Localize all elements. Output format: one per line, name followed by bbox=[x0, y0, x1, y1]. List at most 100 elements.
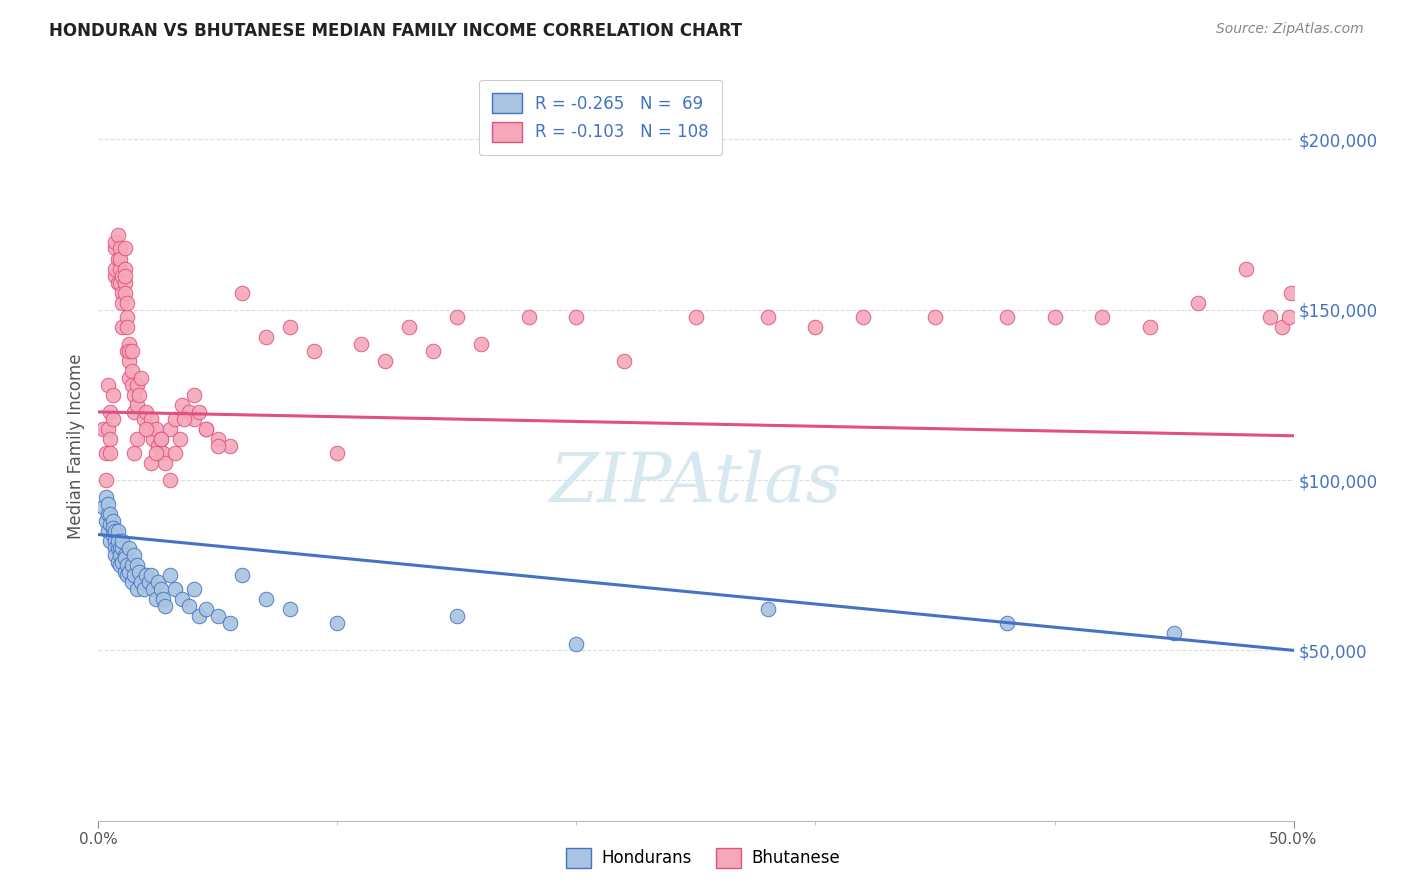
Point bbox=[111, 541, 134, 556]
Point bbox=[231, 568, 253, 582]
Point bbox=[183, 388, 205, 402]
Point bbox=[159, 473, 181, 487]
Point bbox=[685, 310, 707, 324]
Point bbox=[114, 285, 136, 300]
Point bbox=[148, 575, 170, 590]
Point bbox=[115, 343, 138, 358]
Point bbox=[104, 242, 127, 256]
Point bbox=[195, 422, 218, 436]
Point bbox=[108, 548, 131, 562]
Point bbox=[172, 592, 194, 607]
Point bbox=[163, 446, 186, 460]
Point bbox=[104, 235, 127, 249]
Point bbox=[139, 568, 162, 582]
Point bbox=[254, 330, 277, 344]
Point bbox=[91, 422, 114, 436]
Point bbox=[98, 534, 122, 549]
Point bbox=[97, 524, 120, 538]
Point bbox=[446, 609, 468, 624]
Point bbox=[101, 514, 124, 528]
Point bbox=[398, 319, 420, 334]
Point bbox=[121, 343, 143, 358]
Point bbox=[104, 524, 127, 538]
Point bbox=[1091, 310, 1114, 324]
Point bbox=[114, 551, 136, 566]
Point bbox=[135, 405, 157, 419]
Point bbox=[115, 568, 138, 582]
Point bbox=[173, 411, 195, 425]
Point bbox=[163, 582, 186, 596]
Point bbox=[446, 310, 468, 324]
Point bbox=[114, 276, 136, 290]
Point bbox=[94, 446, 117, 460]
Point bbox=[94, 473, 117, 487]
Point bbox=[101, 527, 124, 541]
Point bbox=[326, 446, 349, 460]
Point bbox=[111, 555, 134, 569]
Point bbox=[115, 296, 138, 310]
Point bbox=[613, 354, 636, 368]
Point bbox=[138, 422, 160, 436]
Point bbox=[118, 541, 141, 556]
Point bbox=[128, 565, 150, 579]
Point bbox=[107, 555, 129, 569]
Point bbox=[187, 405, 209, 419]
Point bbox=[121, 377, 143, 392]
Point bbox=[114, 242, 136, 256]
Point bbox=[995, 310, 1018, 324]
Point bbox=[128, 388, 150, 402]
Point bbox=[108, 252, 131, 266]
Point bbox=[107, 252, 129, 266]
Point bbox=[97, 422, 120, 436]
Point bbox=[149, 432, 172, 446]
Point bbox=[104, 268, 127, 283]
Point bbox=[101, 411, 124, 425]
Point bbox=[207, 432, 229, 446]
Point bbox=[121, 364, 143, 378]
Point bbox=[139, 456, 162, 470]
Point bbox=[163, 411, 186, 425]
Point bbox=[135, 568, 157, 582]
Point bbox=[159, 568, 181, 582]
Point bbox=[995, 616, 1018, 631]
Point bbox=[91, 500, 114, 515]
Point bbox=[148, 439, 170, 453]
Point bbox=[101, 521, 124, 535]
Point bbox=[97, 497, 120, 511]
Point bbox=[118, 354, 141, 368]
Point bbox=[135, 422, 157, 436]
Point bbox=[195, 422, 218, 436]
Point bbox=[121, 558, 143, 573]
Point bbox=[115, 319, 138, 334]
Point bbox=[326, 616, 349, 631]
Point bbox=[124, 568, 146, 582]
Point bbox=[108, 558, 131, 573]
Point bbox=[124, 548, 146, 562]
Point bbox=[278, 602, 301, 616]
Point bbox=[195, 602, 218, 616]
Point bbox=[115, 558, 138, 573]
Point bbox=[1271, 319, 1294, 334]
Point bbox=[1043, 310, 1066, 324]
Point bbox=[254, 592, 277, 607]
Point bbox=[98, 446, 122, 460]
Point bbox=[219, 439, 242, 453]
Point bbox=[108, 541, 131, 556]
Point bbox=[422, 343, 444, 358]
Point bbox=[1279, 285, 1302, 300]
Point bbox=[111, 285, 134, 300]
Text: Source: ZipAtlas.com: Source: ZipAtlas.com bbox=[1216, 22, 1364, 37]
Point bbox=[145, 446, 167, 460]
Point bbox=[108, 242, 131, 256]
Point bbox=[111, 268, 134, 283]
Point bbox=[124, 446, 146, 460]
Point bbox=[183, 582, 205, 596]
Point bbox=[104, 261, 127, 276]
Point bbox=[187, 609, 209, 624]
Point bbox=[104, 534, 127, 549]
Point bbox=[155, 456, 177, 470]
Point bbox=[350, 336, 373, 351]
Point bbox=[207, 439, 229, 453]
Point bbox=[1278, 310, 1301, 324]
Text: HONDURAN VS BHUTANESE MEDIAN FAMILY INCOME CORRELATION CHART: HONDURAN VS BHUTANESE MEDIAN FAMILY INCO… bbox=[49, 22, 742, 40]
